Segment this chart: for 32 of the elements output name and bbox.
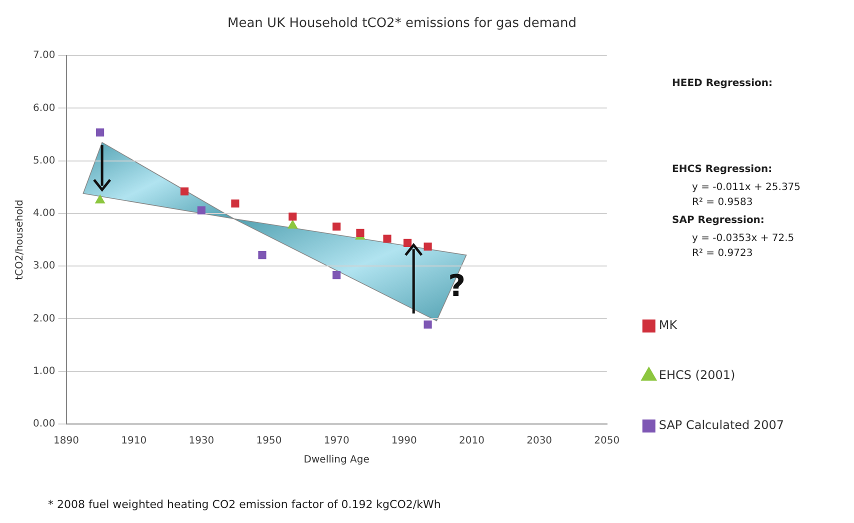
x-tick-label: 2030 [526,436,552,447]
text: y = -0.011x + 25.375 [692,182,801,193]
legend-label: SAP Calculated 2007 [658,418,784,432]
x-tick-label: 1910 [121,436,147,447]
text: EHCS Regression: [672,164,772,175]
x-tick-label: 2010 [459,436,484,447]
x-tick-label: 1950 [256,436,282,447]
text: R² = 0.9723 [692,248,753,259]
y-tick-label: 3.00 [33,260,56,272]
text: HEED Regression: [672,78,772,89]
y-tick-label: 6.00 [33,102,56,114]
y-tick-label: 5.00 [33,155,56,166]
y-tick-label: 4.00 [33,208,56,220]
x-tick-label: 1890 [54,436,79,447]
x-tick-label: 1930 [188,436,214,447]
legend-label: EHCS (2001) [658,368,736,382]
annotation: ? [448,269,466,304]
x-tick-label: 2050 [594,436,620,447]
x-tick-label: 1990 [391,436,417,447]
text: y = -0.0353x + 72.5 [692,233,794,244]
x-tick-label: 1970 [324,436,350,447]
text: SAP Regression: [672,215,764,226]
x-axis-title: Dwelling Age [304,454,370,466]
legend-label: MK [658,318,678,332]
y-tick-label: 1.00 [33,366,56,377]
text: * 2008 fuel weighted heating CO2 emission factor of 0.192 kgCO2/kWh [48,498,441,511]
chart-title: Mean UK Household tCO2* emissions for gas demand [228,16,576,32]
text: R² = 0.9583 [692,197,753,208]
y-axis-title: tCO2/household [14,200,26,280]
y-tick-label: 7.00 [33,50,56,62]
y-tick-label: 0.00 [33,418,56,430]
y-tick-label: 2.00 [33,313,56,324]
